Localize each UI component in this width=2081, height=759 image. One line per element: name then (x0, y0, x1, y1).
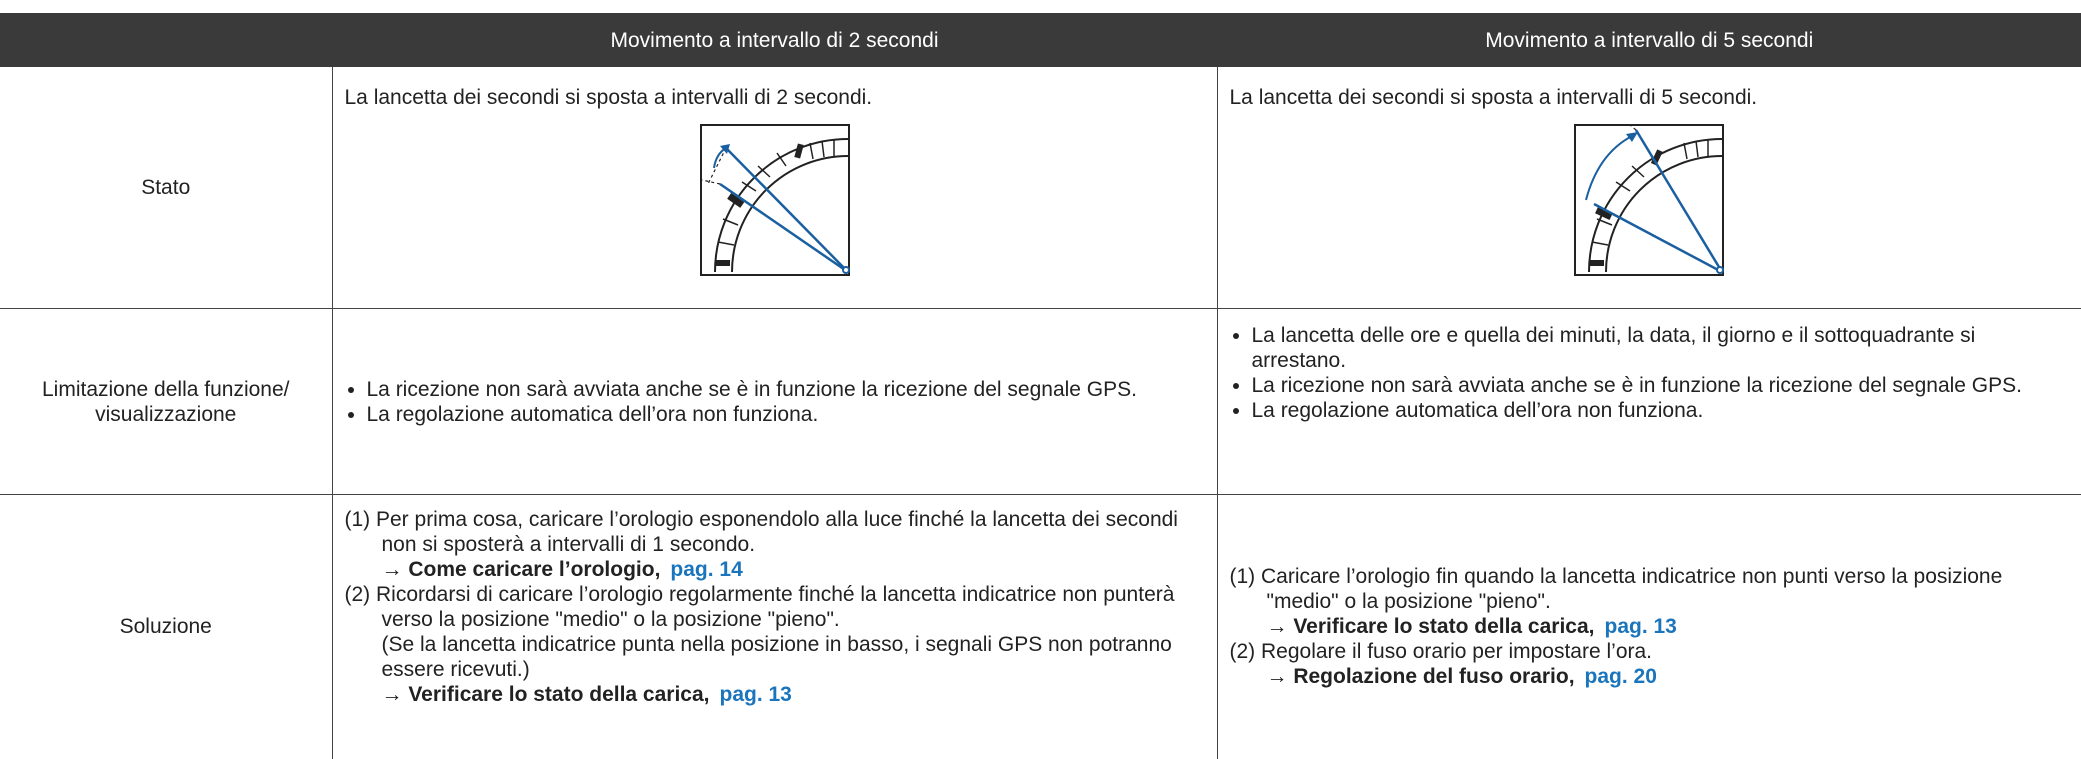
bullet-list: La lancetta delle ore e quella dei minut… (1230, 323, 2070, 423)
page-link[interactable]: pag. 20 (1584, 665, 1657, 689)
page-link[interactable]: pag. 13 (719, 683, 792, 706)
header-blank (0, 13, 333, 67)
row-label: Soluzione (0, 494, 333, 759)
row-label: Stato (0, 66, 333, 309)
dial-illustration (1574, 124, 1725, 276)
page-link[interactable]: pag. 14 (670, 558, 743, 581)
cell: La lancetta dei secondi si sposta a inte… (1216, 66, 2081, 309)
step-text: (2) Ricordarsi di caricare l’orologio re… (344, 583, 1175, 631)
bullet-item: La ricezione non sarà avviata anche se è… (1252, 373, 2070, 398)
bullet-item: La regolazione automatica dell’ora non f… (367, 402, 1205, 427)
step-text: (1) Caricare l’orologio fin quando la la… (1229, 565, 2003, 614)
row: Stato La lancetta dei secondi si sposta … (0, 66, 2081, 309)
row: Limitazione della funzione/ visualizzazi… (0, 308, 2081, 495)
dial-illustration (699, 124, 850, 276)
reference-title: → Verificare lo stato della carica, (381, 683, 710, 706)
bullet-item: La lancetta delle ore e quella dei minut… (1252, 323, 2070, 373)
cell: (1) Caricare l’orologio fin quando la la… (1216, 494, 2081, 759)
header-cell: Movimento a intervallo di 2 secondi (331, 13, 1218, 67)
row: Soluzione (1) Per prima cosa, caricare l… (0, 494, 2081, 759)
step-reference: → Verificare lo stato della carica, pag. … (1230, 614, 2070, 639)
step-text: (1) Per prima cosa, caricare l’orologio … (344, 508, 1178, 556)
cell: La lancetta delle ore e quella dei minut… (1216, 308, 2081, 495)
header-cell: Movimento a intervallo di 5 secondi (1216, 13, 2081, 67)
step-reference: → Regolazione del fuso orario, pag. 20 (1230, 664, 2070, 689)
reference-title: → Verificare lo stato della carica, (1266, 615, 1595, 639)
bullet-item: La regolazione automatica dell’ora non f… (1252, 398, 2070, 423)
cell-text: La lancetta dei secondi si sposta a inte… (1229, 86, 1758, 109)
bullet-item: La ricezione non sarà avviata anche se è… (367, 377, 1205, 402)
cell-text: La lancetta dei secondi si sposta a inte… (344, 86, 873, 109)
reference-title: → Come caricare l’orologio, (381, 558, 661, 581)
cell: La lancetta dei secondi si sposta a inte… (331, 66, 1218, 309)
page-link[interactable]: pag. 13 (1604, 615, 1677, 639)
comparison-table: Movimento a intervallo di 2 secondi Movi… (0, 13, 2081, 759)
step-note: (Se la lancetta indicatrice punta nella … (381, 633, 1172, 681)
cell: La ricezione non sarà avviata anche se è… (331, 308, 1218, 495)
reference-title: → Regolazione del fuso orario, (1266, 665, 1575, 689)
step-reference: → Verificare lo stato della carica, pag. … (345, 682, 1205, 707)
bullet-list: La ricezione non sarà avviata anche se è… (345, 377, 1205, 427)
step-reference: → Come caricare l’orologio, pag. 14 (345, 557, 1205, 582)
cell: (1) Per prima cosa, caricare l’orologio … (331, 494, 1218, 759)
step-text: (2) Regolare il fuso orario per impostar… (1229, 640, 1653, 664)
row-label: Limitazione della funzione/ visualizzazi… (0, 308, 333, 495)
header-row: Movimento a intervallo di 2 secondi Movi… (0, 13, 2081, 67)
